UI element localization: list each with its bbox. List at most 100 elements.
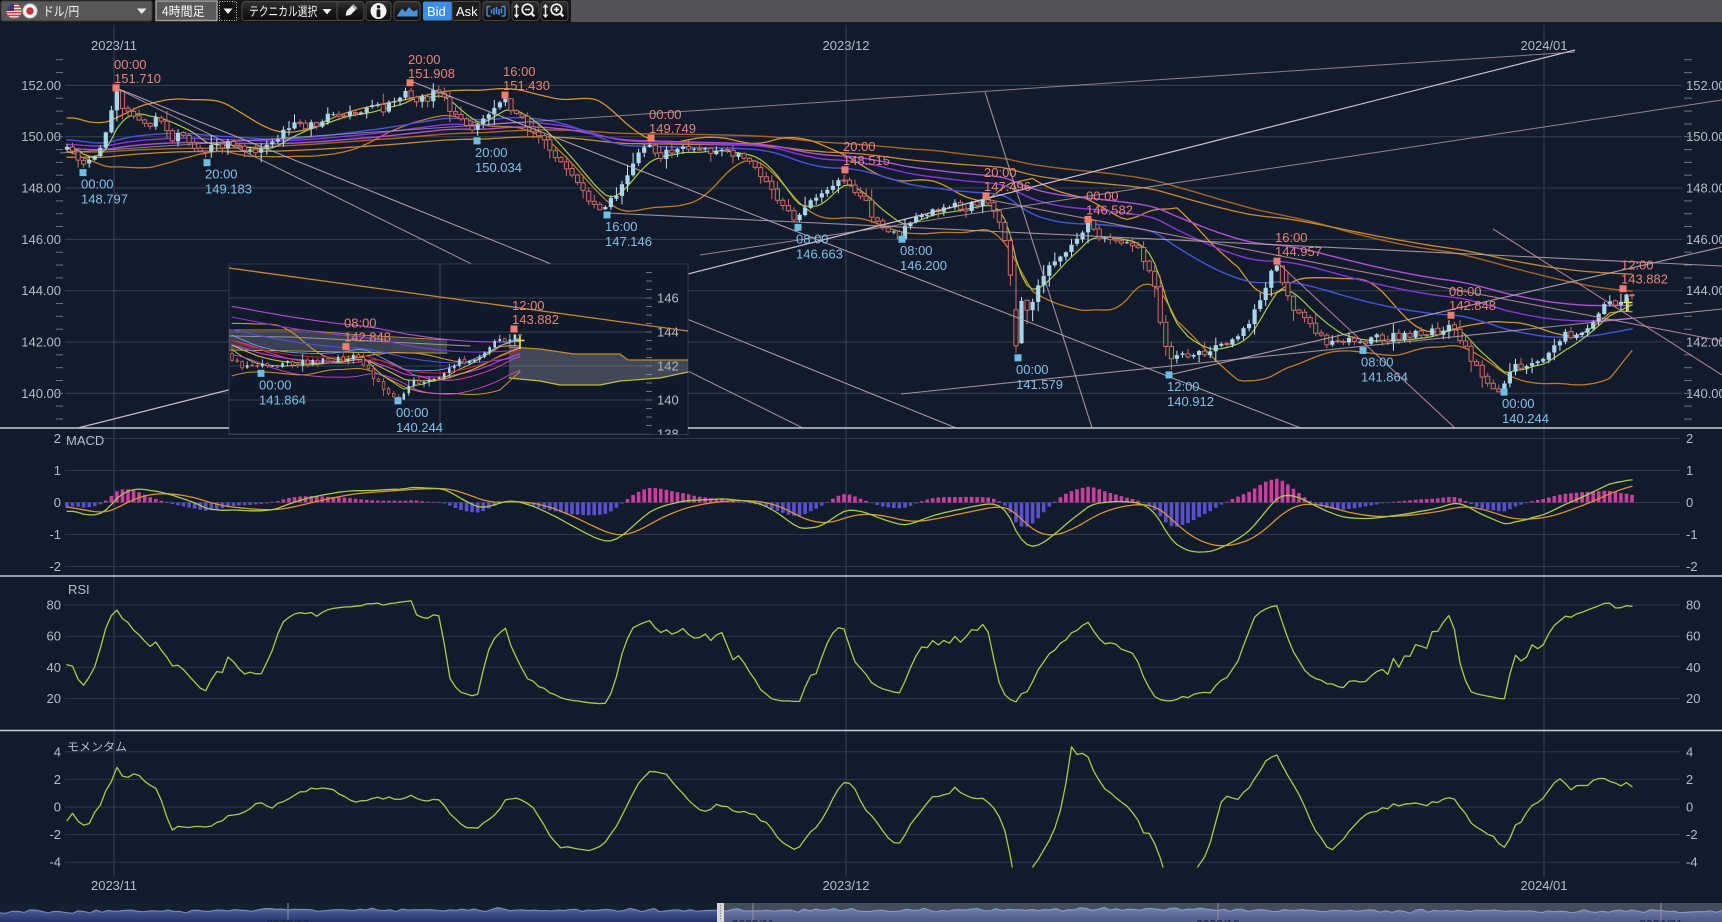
svg-text:146.663: 146.663 bbox=[796, 246, 843, 261]
svg-text:140.00: 140.00 bbox=[21, 386, 61, 401]
svg-text:40: 40 bbox=[1686, 660, 1700, 675]
svg-text:00:00: 00:00 bbox=[649, 107, 682, 122]
svg-text:144.00: 144.00 bbox=[21, 283, 61, 298]
svg-text:20: 20 bbox=[47, 691, 61, 706]
svg-text:RSI: RSI bbox=[68, 582, 90, 597]
svg-text:148.00: 148.00 bbox=[1686, 181, 1722, 196]
svg-text:12:00: 12:00 bbox=[512, 298, 545, 313]
svg-text:147.496: 147.496 bbox=[984, 179, 1031, 194]
svg-text:138: 138 bbox=[657, 427, 679, 442]
svg-text:144.957: 144.957 bbox=[1275, 244, 1322, 259]
svg-text:0: 0 bbox=[1686, 800, 1693, 815]
svg-text:Ask: Ask bbox=[456, 4, 478, 19]
svg-text:2023/11: 2023/11 bbox=[91, 878, 137, 893]
svg-text:141.864: 141.864 bbox=[259, 392, 306, 407]
svg-text:142.848: 142.848 bbox=[1449, 298, 1496, 313]
svg-text:151.908: 151.908 bbox=[408, 66, 455, 81]
svg-text:140.912: 140.912 bbox=[1167, 394, 1214, 409]
svg-text:20:00: 20:00 bbox=[408, 52, 441, 67]
svg-text:2: 2 bbox=[1686, 772, 1693, 787]
svg-text:-4: -4 bbox=[1686, 855, 1698, 870]
svg-text:16:00: 16:00 bbox=[605, 219, 638, 234]
svg-text:00:00: 00:00 bbox=[81, 177, 114, 192]
svg-text:-2: -2 bbox=[49, 827, 61, 842]
svg-text:1: 1 bbox=[54, 463, 61, 478]
svg-text:00:00: 00:00 bbox=[1016, 362, 1049, 377]
svg-text:4: 4 bbox=[1686, 744, 1693, 759]
svg-text:140: 140 bbox=[657, 393, 679, 408]
svg-text:20:00: 20:00 bbox=[984, 165, 1017, 180]
svg-text:16:00: 16:00 bbox=[503, 64, 536, 79]
svg-text:150.00: 150.00 bbox=[21, 129, 61, 144]
svg-text:00:00: 00:00 bbox=[1502, 396, 1535, 411]
svg-text:144: 144 bbox=[657, 325, 679, 340]
svg-text:08:00: 08:00 bbox=[1361, 354, 1394, 369]
svg-text:2023/11: 2023/11 bbox=[732, 918, 775, 922]
svg-text:2024/01: 2024/01 bbox=[1521, 878, 1568, 893]
svg-text:80: 80 bbox=[47, 598, 61, 613]
svg-text:149.183: 149.183 bbox=[205, 182, 252, 197]
svg-text:141.864: 141.864 bbox=[1361, 369, 1408, 384]
svg-text:20:00: 20:00 bbox=[205, 167, 238, 182]
svg-text:60: 60 bbox=[1686, 629, 1700, 644]
svg-text:146: 146 bbox=[657, 291, 679, 306]
svg-text:146.200: 146.200 bbox=[900, 258, 947, 273]
svg-text:0: 0 bbox=[54, 800, 61, 815]
svg-text:141.579: 141.579 bbox=[1016, 377, 1063, 392]
svg-text:12:00: 12:00 bbox=[1621, 258, 1654, 273]
svg-text:-1: -1 bbox=[49, 527, 61, 542]
svg-text:80: 80 bbox=[1686, 598, 1700, 613]
svg-text:MACD: MACD bbox=[66, 433, 104, 448]
svg-text:1: 1 bbox=[1686, 463, 1693, 478]
svg-text:148.797: 148.797 bbox=[81, 192, 128, 207]
svg-text:12:00: 12:00 bbox=[1167, 379, 1200, 394]
svg-text:-4: -4 bbox=[49, 855, 61, 870]
svg-text:00:00: 00:00 bbox=[259, 377, 292, 392]
svg-text:152.00: 152.00 bbox=[1686, 78, 1722, 93]
svg-text:08:00: 08:00 bbox=[900, 243, 933, 258]
svg-text:2023/12: 2023/12 bbox=[823, 878, 870, 893]
svg-text:2: 2 bbox=[54, 772, 61, 787]
svg-text:144.00: 144.00 bbox=[1686, 283, 1722, 298]
svg-text:Bid: Bid bbox=[427, 4, 446, 19]
svg-text:142.00: 142.00 bbox=[21, 335, 61, 350]
svg-text:143.882: 143.882 bbox=[1621, 272, 1668, 287]
svg-text:4: 4 bbox=[54, 744, 61, 759]
svg-text:2023/10: 2023/10 bbox=[266, 918, 310, 922]
svg-text:2024/01: 2024/01 bbox=[1521, 38, 1568, 53]
svg-text:00:00: 00:00 bbox=[1086, 188, 1119, 203]
svg-text:-2: -2 bbox=[1686, 827, 1698, 842]
svg-text:151.430: 151.430 bbox=[503, 78, 550, 93]
svg-text:-2: -2 bbox=[49, 559, 61, 574]
svg-text:142: 142 bbox=[657, 359, 679, 374]
svg-text:142.00: 142.00 bbox=[1686, 335, 1722, 350]
svg-text:140.244: 140.244 bbox=[1502, 411, 1549, 426]
svg-text:2023/12: 2023/12 bbox=[1196, 918, 1240, 922]
svg-text:20: 20 bbox=[1686, 691, 1700, 706]
svg-text:-2: -2 bbox=[1686, 559, 1698, 574]
svg-text:150.034: 150.034 bbox=[475, 160, 522, 175]
svg-text:40: 40 bbox=[47, 660, 61, 675]
svg-text:00:00: 00:00 bbox=[396, 405, 429, 420]
svg-text:147.146: 147.146 bbox=[605, 234, 652, 249]
svg-text:152.00: 152.00 bbox=[21, 78, 61, 93]
svg-text:143.882: 143.882 bbox=[512, 312, 559, 327]
svg-text:142.848: 142.848 bbox=[344, 330, 391, 345]
svg-text:2023/12: 2023/12 bbox=[823, 38, 870, 53]
svg-text:16:00: 16:00 bbox=[1275, 230, 1308, 245]
svg-text:140.244: 140.244 bbox=[396, 420, 443, 435]
svg-text:148.515: 148.515 bbox=[843, 153, 890, 168]
svg-text:150.00: 150.00 bbox=[1686, 129, 1722, 144]
svg-text:146.00: 146.00 bbox=[1686, 232, 1722, 247]
svg-text:2023/11: 2023/11 bbox=[91, 38, 137, 53]
svg-text:08:00: 08:00 bbox=[1449, 284, 1482, 299]
svg-text:60: 60 bbox=[47, 629, 61, 644]
svg-text:140.00: 140.00 bbox=[1686, 386, 1722, 401]
svg-text:151.710: 151.710 bbox=[114, 71, 161, 86]
svg-text:148.00: 148.00 bbox=[21, 181, 61, 196]
svg-text:08:00: 08:00 bbox=[344, 316, 377, 331]
svg-text:146.582: 146.582 bbox=[1086, 202, 1133, 217]
svg-text:149.749: 149.749 bbox=[649, 121, 696, 136]
svg-text:0: 0 bbox=[54, 495, 61, 510]
svg-text:2: 2 bbox=[54, 431, 61, 446]
